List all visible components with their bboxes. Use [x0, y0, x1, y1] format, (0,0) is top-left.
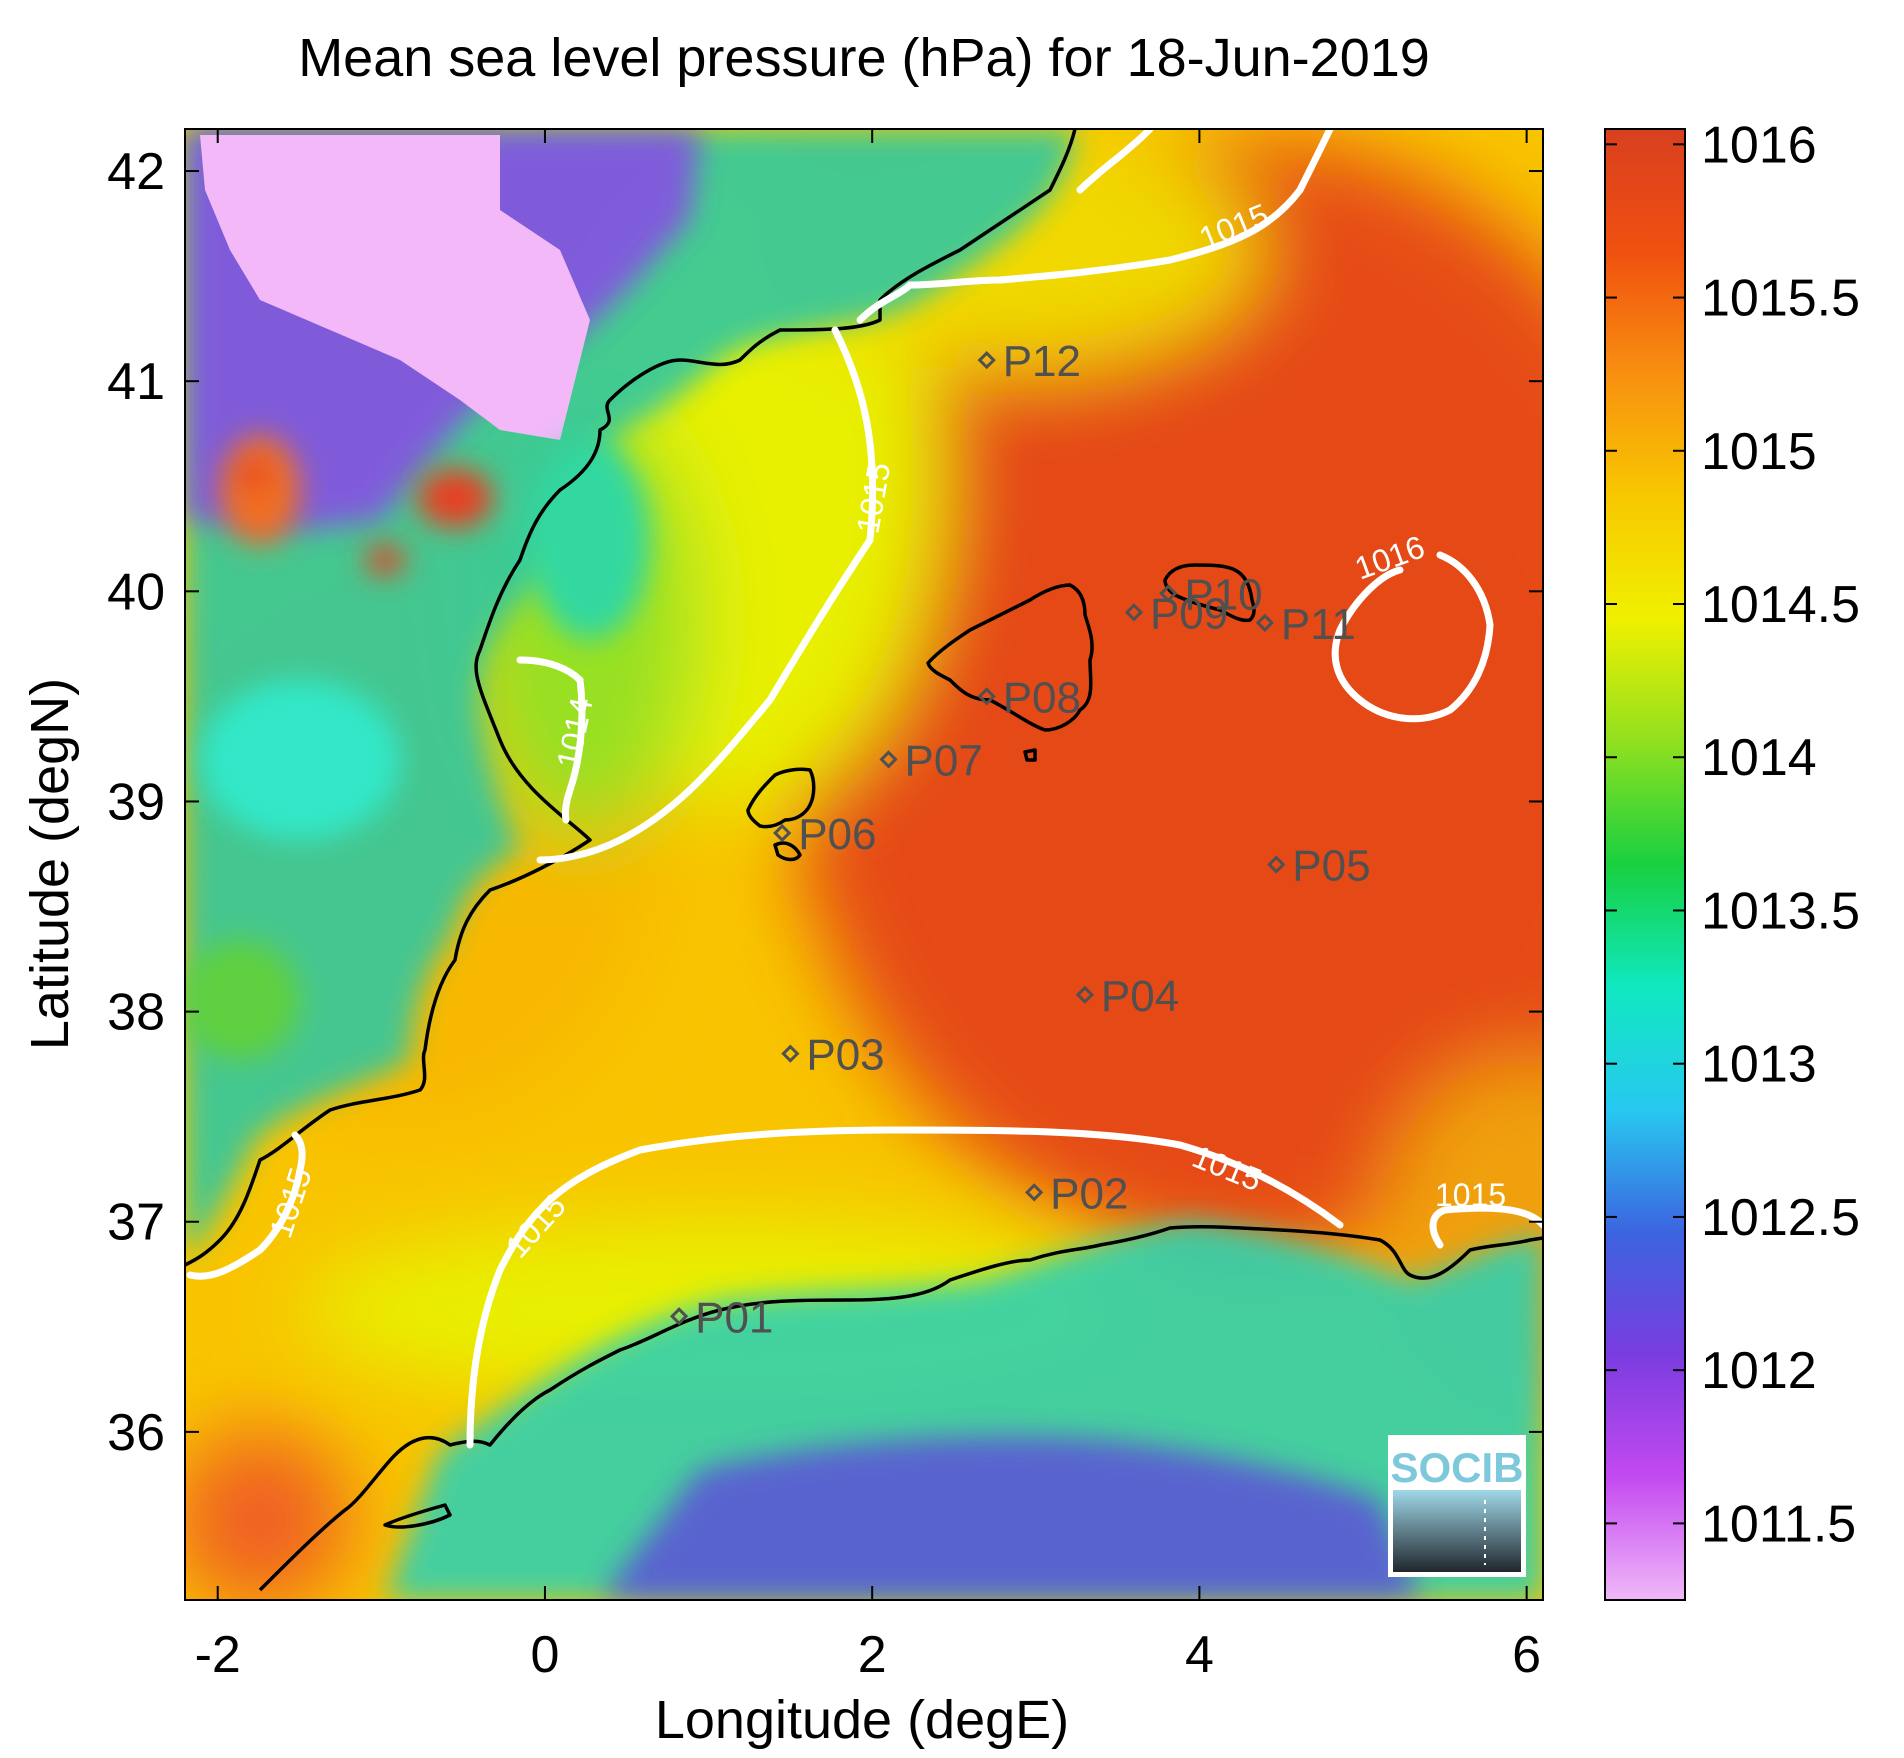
coastline-menorca — [1163, 563, 1256, 623]
isobar-1015-nw — [1076, 129, 1154, 194]
colorbar-tick-label: 1013 — [1701, 1036, 1817, 1094]
colorbar: 1011.5 1012 1012.5 1013 1013.5 1014 1014.5 1015… — [1604, 116, 1860, 1601]
isobar-1015-southeast — [1429, 1204, 1543, 1249]
x-tick-label: 6 — [1512, 1626, 1541, 1684]
station-marker — [1159, 584, 1178, 603]
isobar-1015-northeast — [856, 129, 1334, 324]
station-p12: P12 — [977, 337, 1081, 386]
isobar-1015-south — [466, 1126, 1344, 1449]
colorbar-tick-label: 1013.5 — [1701, 882, 1860, 940]
coastline-formentera — [773, 841, 802, 862]
station-marker — [1255, 613, 1274, 632]
isobars — [186, 129, 1543, 1449]
x-axis-label: Longitude (degE) — [655, 1690, 1069, 1750]
y-tick-label: 37 — [107, 1194, 165, 1252]
land-hotspots — [185, 435, 650, 1060]
coastlines — [185, 129, 1543, 1592]
y-axis-ticks: 36 37 38 39 40 41 42 — [107, 143, 1543, 1462]
x-tick-label: 4 — [1185, 1626, 1214, 1684]
coastline-africa — [258, 1224, 1543, 1592]
colorbar-tick-label: 1015 — [1701, 423, 1817, 481]
map-title: Mean sea level pressure (hPa) for 18-Jun… — [298, 28, 1430, 88]
colorbar-tick-label: 1016 — [1701, 116, 1817, 174]
station-p01: P01 — [669, 1293, 773, 1342]
socib-logo: SOCIB — [1388, 1435, 1526, 1577]
coastline-ibiza — [746, 767, 816, 829]
x-tick-label: -2 — [195, 1626, 241, 1684]
y-tick-label: 36 — [107, 1404, 165, 1462]
y-tick-label: 42 — [107, 143, 165, 201]
station-marker — [1025, 1183, 1044, 1202]
colorbar-tick-label: 1014 — [1701, 729, 1817, 787]
coastline-alboran — [383, 1503, 452, 1529]
y-tick-label: 39 — [107, 773, 165, 831]
station-label: P01 — [695, 1293, 773, 1342]
colorbar-ticks: 1011.5 1012 1012.5 1013 1013.5 1014 1014.5 1015… — [1605, 116, 1860, 1553]
station-marker — [977, 687, 996, 706]
station-p08: P08 — [977, 673, 1081, 722]
station-p11: P11 — [1255, 600, 1356, 649]
station-p09: P09 — [1124, 589, 1228, 638]
map-frame — [184, 128, 1544, 1601]
y-tick-label: 38 — [107, 984, 165, 1042]
station-marker — [1075, 985, 1095, 1004]
station-p03: P03 — [781, 1031, 885, 1080]
x-tick-label: 0 — [530, 1626, 559, 1684]
station-label: P03 — [806, 1031, 884, 1080]
coastline-iberia — [185, 129, 1077, 1267]
x-tick-label: 2 — [858, 1626, 887, 1684]
isobar-1015-north — [536, 326, 877, 864]
x-axis-ticks: -2 0 2 4 6 — [195, 129, 1541, 1684]
station-label: P09 — [1150, 589, 1228, 638]
station-p06: P06 — [773, 810, 876, 859]
y-tick-label: 41 — [107, 353, 165, 411]
isobar-1015-southwest — [186, 1131, 306, 1280]
station-p04: P04 — [1075, 972, 1179, 1021]
station-label: P08 — [1003, 673, 1081, 722]
isobar-1014 — [516, 656, 586, 824]
station-label: P05 — [1292, 842, 1370, 891]
station-label: P12 — [1003, 337, 1081, 386]
isobar-1016 — [1331, 551, 1494, 723]
station-label: P07 — [905, 736, 983, 785]
coastline-cabrera — [1023, 748, 1037, 762]
station-label: P11 — [1281, 600, 1356, 649]
station-marker — [1267, 855, 1286, 874]
station-marker — [781, 1044, 800, 1063]
station-p07: P07 — [879, 736, 983, 785]
colorbar-gradient — [1604, 128, 1686, 1601]
station-marker — [1124, 603, 1144, 622]
coastline-mallorca — [926, 583, 1094, 732]
y-axis-label: Latitude (degN) — [20, 678, 80, 1050]
colorbar-tick-label: 1014.5 — [1701, 576, 1860, 634]
y-tick-label: 40 — [107, 563, 165, 621]
isobar-label-southeast: 1015 — [1435, 1177, 1506, 1213]
map-panel: 1015 1015 1014 1016 1015 1015 1015 1015 … — [185, 129, 1543, 1600]
colorbar-tick-label: 1012 — [1701, 1342, 1817, 1400]
station-marker — [669, 1307, 689, 1326]
land-africa-south — [600, 1436, 1420, 1600]
colorbar-tick-label: 1011.5 — [1701, 1495, 1856, 1553]
socib-logo-text: SOCIB — [1390, 1444, 1523, 1491]
colorbar-tick-label: 1012.5 — [1701, 1189, 1860, 1247]
station-label: P06 — [798, 810, 876, 859]
colorbar-tick-label: 1015.5 — [1701, 270, 1860, 328]
station-marker — [879, 750, 898, 769]
station-label: P10 — [1184, 570, 1262, 619]
station-label: P04 — [1101, 972, 1179, 1021]
station-label: P02 — [1050, 1169, 1128, 1218]
station-p05: P05 — [1267, 842, 1371, 891]
station-p02: P02 — [1025, 1169, 1128, 1218]
station-marker — [773, 823, 792, 843]
station-p10: P10 — [1159, 570, 1263, 619]
land-high-plateau — [200, 135, 590, 440]
station-marker — [977, 351, 996, 370]
